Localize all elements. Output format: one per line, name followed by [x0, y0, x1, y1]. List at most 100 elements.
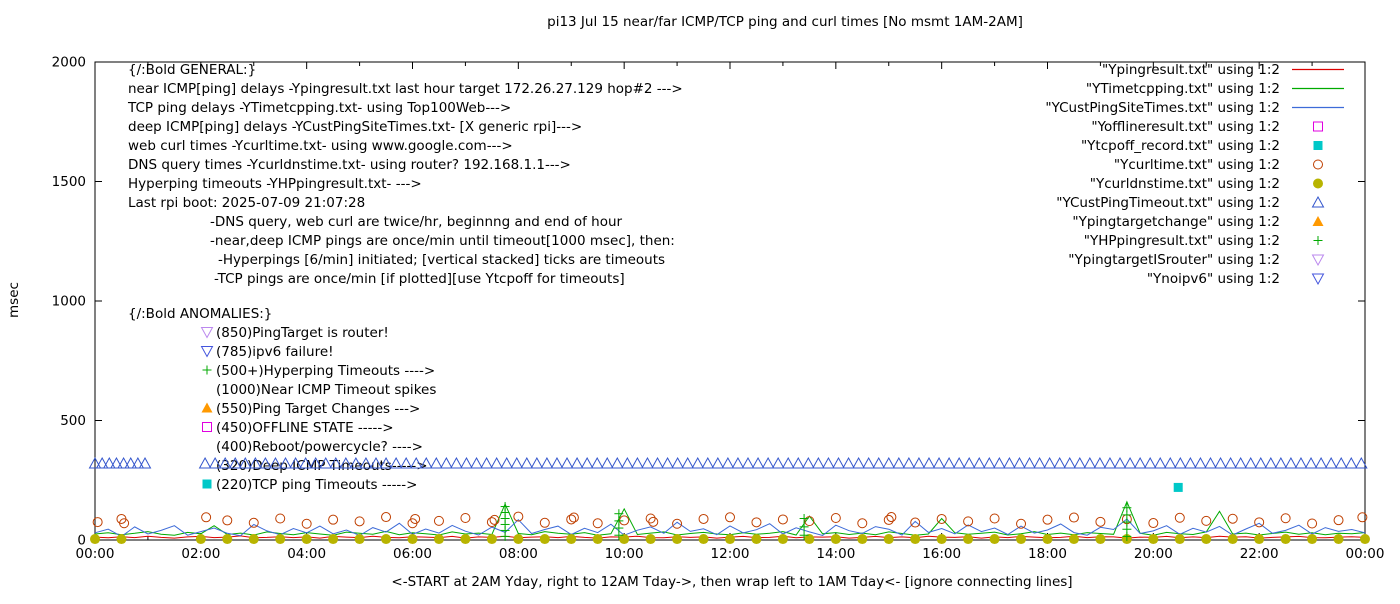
triangle-up-open-icon — [1173, 456, 1187, 469]
triangle-up-open-icon — [711, 456, 725, 469]
triangle-up-open-icon — [419, 456, 433, 469]
triangle-up-open-icon — [389, 456, 403, 469]
legend-label: "YTimetcpping.txt" using 1:2 — [1086, 81, 1280, 97]
circle-open-icon — [777, 514, 788, 525]
triangle-up-open-icon — [1003, 456, 1016, 469]
triangle-up-open-icon — [95, 456, 109, 469]
anomaly-note-line: (500+)Hyperping Timeouts ----> — [216, 363, 435, 379]
general-note-line: TCP ping delays -YTimetcpping.txt- using… — [127, 100, 511, 116]
circle-open-icon — [963, 516, 974, 527]
circle-open-icon — [201, 512, 212, 523]
triangle-up-open-icon — [972, 456, 986, 469]
triangle-up-open-icon — [440, 456, 453, 469]
triangle-up-open-icon — [1284, 456, 1298, 469]
triangle-up-open-icon — [801, 456, 815, 469]
circle-filled-icon — [460, 534, 471, 545]
circle-filled-icon — [963, 534, 974, 545]
circle-filled-icon — [195, 534, 206, 545]
square-open-icon — [202, 422, 212, 432]
triangle-up-open-icon — [1013, 456, 1026, 469]
x-tick-label: 02:00 — [181, 546, 220, 562]
general-note-line: -DNS query, web curl are twice/hr, begin… — [210, 214, 623, 230]
triangle-up-open-icon — [671, 456, 684, 469]
general-note-line: near ICMP[ping] delays -Ypingresult.txt … — [128, 81, 683, 97]
triangle-up-open-icon — [1344, 456, 1358, 469]
triangle-up-open-icon — [208, 456, 222, 469]
triangle-up-open-icon — [1133, 456, 1147, 469]
circle-open-icon — [513, 511, 524, 522]
triangle-up-open-icon — [1053, 456, 1067, 469]
triangle-up-open-icon — [1113, 456, 1127, 469]
legend-label: "Ytcpoff_record.txt" using 1:2 — [1081, 138, 1280, 154]
triangle-up-open-icon — [912, 456, 926, 469]
circle-open-icon — [698, 513, 709, 524]
annotations: {/:Bold GENERAL:} near ICMP[ping] delays … — [127, 62, 683, 493]
circle-filled-icon — [751, 534, 762, 545]
circle-filled-icon — [777, 534, 788, 545]
triangle-up-open-icon — [88, 456, 102, 469]
circle-open-icon — [883, 514, 894, 525]
triangle-up-open-icon — [1184, 456, 1197, 469]
circle-filled-icon — [1201, 534, 1212, 545]
triangle-up-open-icon — [701, 456, 715, 469]
data-series — [88, 456, 1370, 545]
circle-filled-icon — [1333, 534, 1344, 545]
triangle-up-open-icon — [570, 456, 584, 469]
circle-filled-icon — [857, 534, 868, 545]
triangle-up-open-icon — [1264, 456, 1278, 469]
triangle-up-open-icon — [131, 456, 145, 469]
triangle-up-open-icon — [228, 456, 242, 469]
legend-circle-open-icon — [1313, 159, 1323, 170]
circle-filled-icon — [328, 534, 339, 545]
triangle-up-open-icon — [198, 456, 212, 469]
x-tick-label: 06:00 — [393, 546, 432, 562]
circle-open-icon — [568, 512, 579, 523]
x-tick-label: 12:00 — [711, 546, 750, 562]
triangle-up-open-icon — [329, 456, 343, 469]
triangle-up-open-icon — [832, 456, 845, 469]
circle-filled-icon — [222, 534, 233, 545]
general-note-line: {/:Bold GENERAL:} — [128, 62, 256, 78]
legend-label: "Ycurldnstime.txt" using 1:2 — [1090, 176, 1280, 192]
legend-label: "YCustPingTimeout.txt" using 1:2 — [1056, 195, 1280, 211]
triangle-up-open-icon — [550, 456, 564, 469]
circle-filled-icon — [354, 534, 365, 545]
triangle-up-open-icon — [751, 456, 765, 469]
triangle-up-open-icon — [1083, 456, 1097, 469]
circle-filled-icon — [566, 534, 577, 545]
circle-open-icon — [751, 517, 762, 528]
anomaly-note-line: (550)Ping Target Changes ---> — [216, 401, 420, 417]
triangle-up-open-icon — [490, 456, 503, 469]
triangle-up-open-icon — [1103, 456, 1117, 469]
circle-open-icon — [1016, 518, 1027, 529]
triangle-up-open-icon — [560, 456, 574, 469]
circle-filled-icon — [830, 534, 841, 545]
circle-filled-icon — [1174, 534, 1185, 545]
x-tick-label: 04:00 — [287, 546, 326, 562]
triangle-up-open-icon — [369, 456, 383, 469]
triangle-up-open-icon — [641, 456, 654, 469]
circle-open-icon — [248, 517, 259, 528]
triangle-up-open-icon — [1244, 456, 1258, 469]
series-Ycurldnstime-txt — [90, 534, 1370, 545]
x-tick-label: 16:00 — [922, 546, 961, 562]
circle-open-icon — [1095, 516, 1106, 527]
series-YCustPingSiteTimes-txt — [94, 518, 1366, 537]
anomaly-note-line: (450)OFFLINE STATE -----> — [216, 420, 394, 436]
circle-open-icon — [989, 513, 1000, 524]
series-YTimetcpping-txt — [94, 500, 1366, 536]
circle-open-icon — [936, 513, 947, 524]
general-note-line: DNS query times -Ycurldnstime.txt- using… — [128, 157, 571, 173]
legend-label: "YpingtargetISrouter" using 1:2 — [1068, 252, 1280, 268]
legend-triangle-down-open-icon — [1311, 273, 1325, 286]
triangle-up-open-icon — [993, 456, 1006, 469]
triangle-up-open-icon — [117, 456, 130, 469]
triangle-up-open-icon — [500, 456, 514, 469]
triangle-up-open-icon — [520, 456, 534, 469]
triangle-up-open-icon — [922, 456, 936, 469]
circle-open-icon — [648, 516, 659, 527]
circle-filled-icon — [486, 534, 497, 545]
legend-label: "Ynoipv6" using 1:2 — [1147, 271, 1280, 287]
circle-open-icon — [328, 514, 339, 525]
triangle-up-open-icon — [1334, 456, 1348, 469]
